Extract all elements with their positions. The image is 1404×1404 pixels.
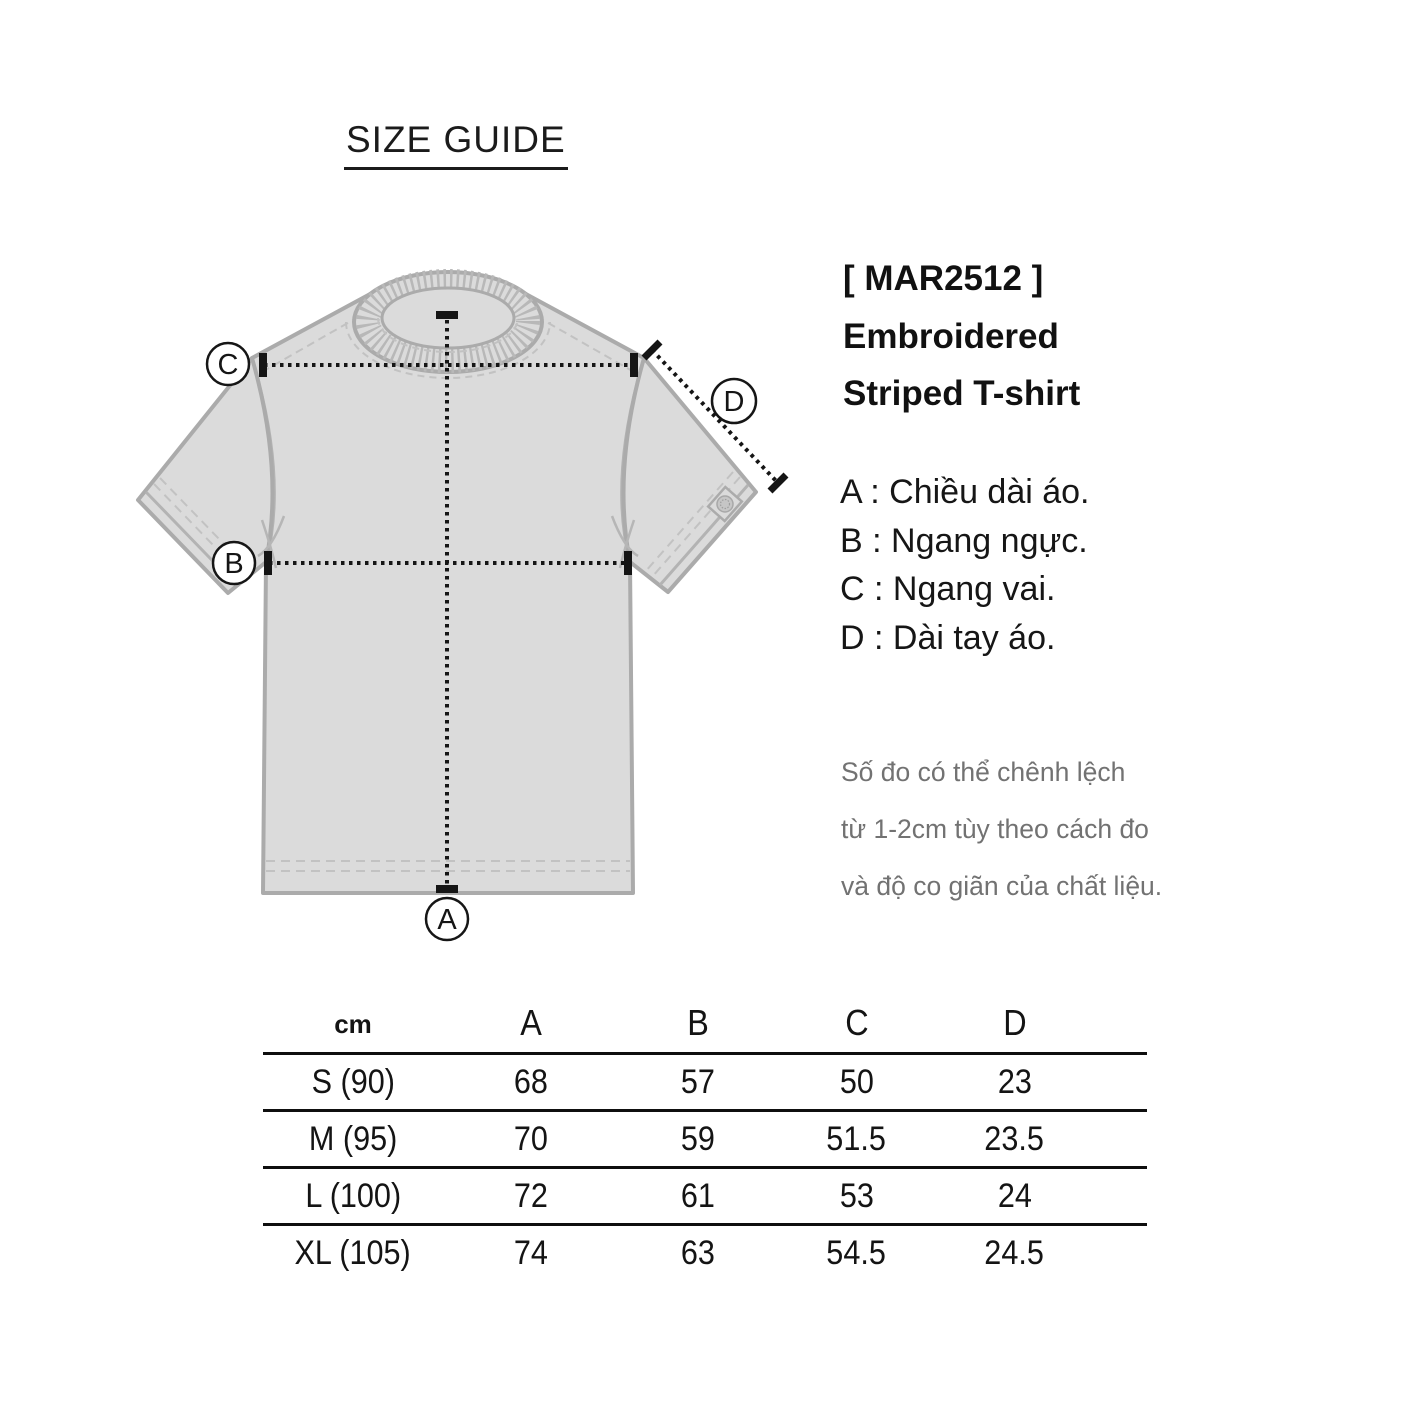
- size-cell: M (95): [263, 1110, 443, 1169]
- label-b-text: B: [224, 548, 243, 580]
- right-underarm-wrinkles: [610, 515, 639, 569]
- col-header-c: C: [777, 993, 936, 1055]
- measure-tick-c-right: [630, 353, 638, 377]
- value-cell: 50: [777, 1053, 936, 1112]
- label-circle-c: C: [205, 341, 251, 387]
- value-cell: 53: [777, 1167, 936, 1226]
- legend-item-c: C : Ngang vai.: [840, 570, 1056, 608]
- value-cell: 72: [443, 1167, 619, 1226]
- measure-line-d: [650, 348, 780, 485]
- unit-header-cell: cm: [263, 993, 443, 1055]
- value-cell: 23: [936, 1053, 1147, 1112]
- value-cell: 70: [443, 1110, 619, 1169]
- col-header-a: A: [443, 993, 619, 1055]
- measurement-lines: [259, 311, 789, 893]
- legend-item-b: B : Ngang ngực.: [840, 521, 1088, 560]
- value-cell: 68: [443, 1053, 619, 1112]
- label-d-text: D: [724, 386, 745, 418]
- label-circle-a: A: [424, 896, 470, 942]
- value-cell: 24: [936, 1167, 1147, 1226]
- product-code: [ MAR2512 ]: [843, 259, 1044, 298]
- product-name-line1: Embroidered: [843, 316, 1059, 356]
- size-cell: XL (105): [294, 1233, 412, 1272]
- value-cell: 51.5: [777, 1110, 936, 1169]
- product-name-line2: Striped T-shirt: [843, 374, 1081, 413]
- hem-stitching: [266, 860, 630, 872]
- label-circle-b: B: [211, 540, 257, 586]
- size-cell: S (90): [263, 1053, 443, 1112]
- note-line-2: từ 1-2cm tùy theo cách đo: [841, 814, 1149, 844]
- measure-tick-a-top: [436, 311, 458, 319]
- value-cell: 61: [619, 1167, 777, 1226]
- label-a-text: A: [437, 904, 457, 936]
- tshirt-diagram: C B D A: [100, 250, 820, 950]
- value-cell: 74: [513, 1233, 549, 1272]
- col-header-d: D: [936, 993, 1147, 1055]
- value-cell: 59: [619, 1110, 777, 1169]
- table-row-m: M (95) 70 59 51.5 23.5: [263, 1110, 1147, 1169]
- measure-tick-b-right: [624, 551, 632, 575]
- legend-item-a: A : Chiều dài áo.: [840, 473, 1090, 511]
- measure-tick-b-left: [264, 551, 272, 575]
- size-table-header-row: cm A B C D: [263, 993, 1147, 1055]
- note-line-3: và độ co giãn của chất liệu.: [841, 871, 1163, 901]
- value-cell: 23.5: [936, 1110, 1147, 1169]
- value-cell: 63: [680, 1233, 716, 1272]
- right-sleeve: [610, 356, 758, 594]
- table-row-xl: XL (105) 74 63 54.5 24.5: [263, 1225, 1147, 1281]
- value-cell: 24.5: [984, 1233, 1045, 1272]
- sleeve-tag: [706, 485, 744, 523]
- collar: [345, 269, 551, 379]
- label-circle-d: D: [710, 377, 758, 425]
- value-cell: 54.5: [826, 1233, 887, 1272]
- measure-tick-d-start: [641, 339, 663, 361]
- table-row-l: L (100) 72 61 53 24: [263, 1167, 1147, 1226]
- col-header-b: B: [619, 993, 777, 1055]
- measure-tick-c-left: [259, 353, 267, 377]
- product-info: [ MAR2512 ] Embroidered Striped T-shirt: [843, 250, 1183, 423]
- size-table: cm A B C D S (90) 68 57 50 23 M (95) 70 …: [263, 993, 1147, 1280]
- page-title: SIZE GUIDE: [344, 119, 568, 170]
- size-cell: L (100): [263, 1167, 443, 1226]
- value-cell: 57: [619, 1053, 777, 1112]
- legend-item-d: D : Dài tay áo.: [840, 618, 1056, 657]
- measure-tick-a-bottom: [436, 885, 458, 893]
- tshirt-svg: C B D A: [136, 269, 789, 942]
- collar-ribbing: [356, 269, 540, 373]
- table-row-s: S (90) 68 57 50 23: [263, 1053, 1147, 1112]
- measurement-legend: A : Chiều dài áo. B : Ngang ngực. C : Ng…: [840, 468, 1180, 662]
- label-c-text: C: [218, 349, 239, 381]
- diagram-labels: C B D A: [205, 341, 758, 942]
- measurement-note: Số đo có thể chênh lệch từ 1-2cm tùy the…: [841, 744, 1191, 915]
- left-sleeve: [136, 356, 286, 595]
- left-underarm-wrinkles: [257, 515, 286, 569]
- note-line-1: Số đo có thể chênh lệch: [841, 757, 1126, 787]
- measure-tick-d-end: [767, 472, 789, 494]
